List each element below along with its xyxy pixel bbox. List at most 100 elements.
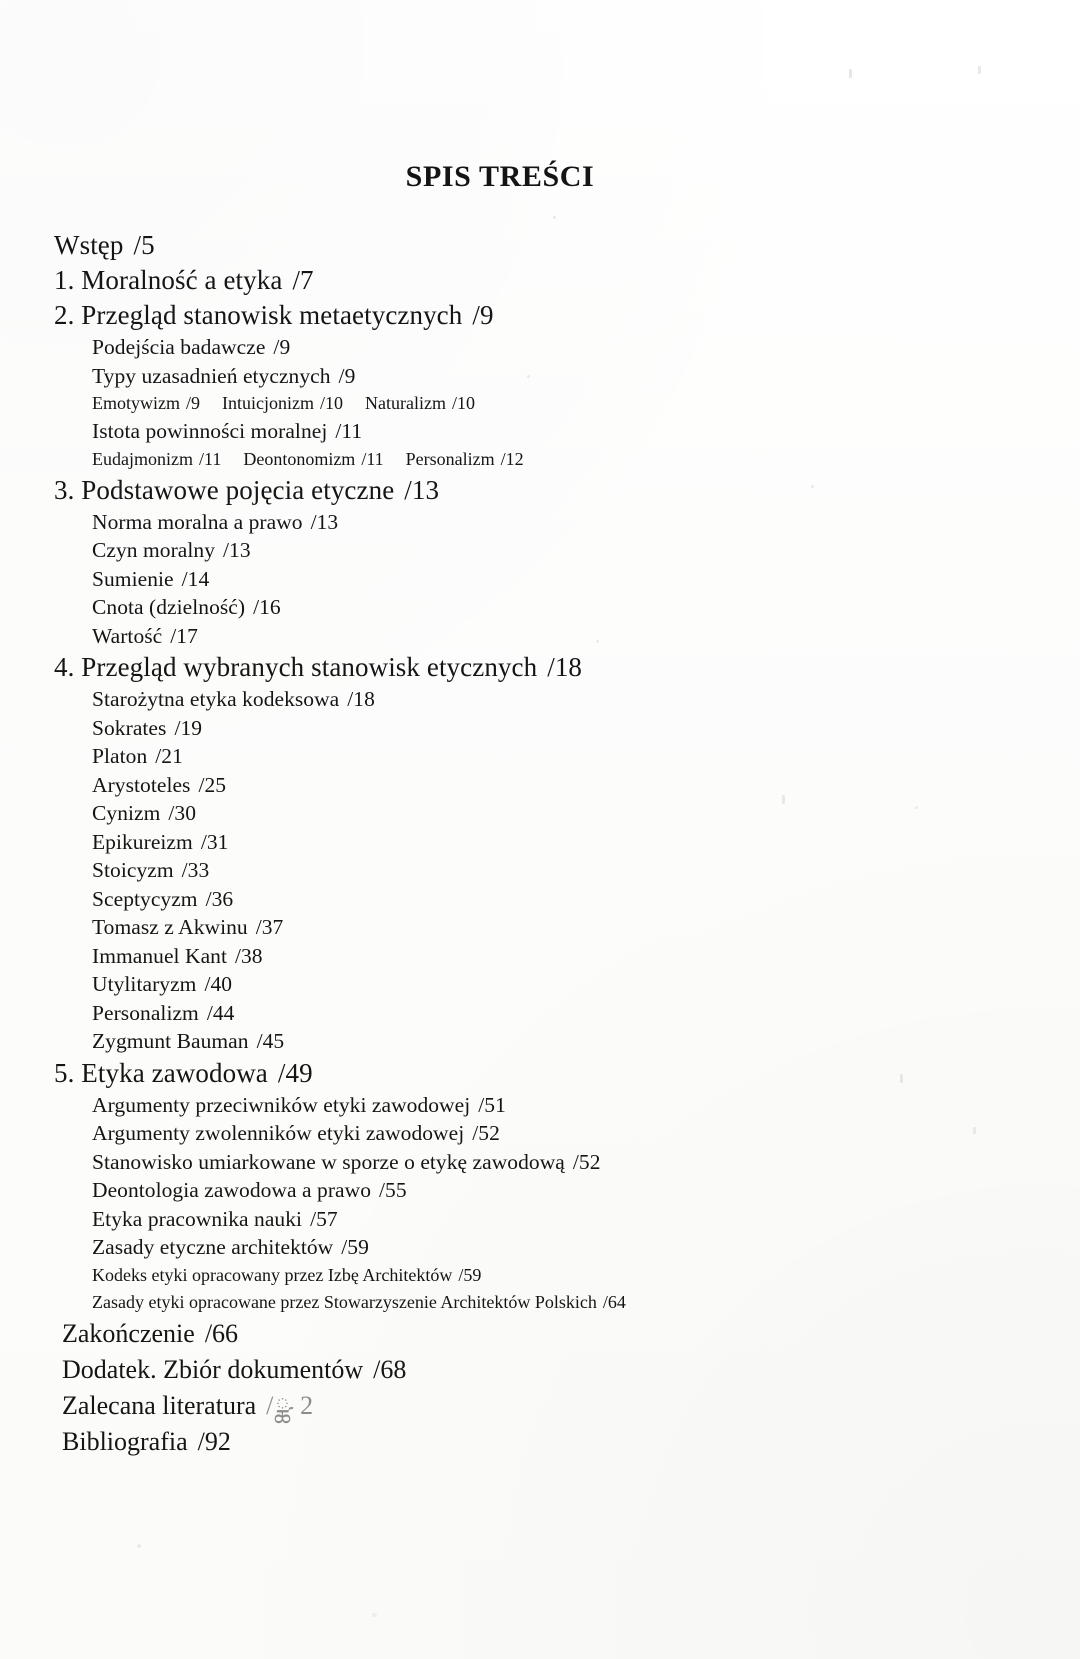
toc-entry-page: /45 [256, 1029, 285, 1053]
toc-entry-page: /33 [181, 858, 210, 882]
toc-entry-page: /25 [198, 772, 227, 797]
toc-entry-label: Platon [92, 744, 148, 768]
toc-entry-label: 1. Moralność a etyka [54, 265, 283, 295]
toc-section-entry[interactable]: Personalizm/44 [92, 999, 1014, 1028]
toc-section-entry[interactable]: Sumienie/14 [92, 565, 1014, 594]
toc-section-entry[interactable]: Podejścia badawcze/9 [92, 333, 1014, 362]
toc-subsection-entry[interactable]: Kodeks etyki opracowany przez Izbę Archi… [92, 1262, 1014, 1289]
toc-section-entry[interactable]: Platon/21 [92, 742, 1014, 771]
toc-entry-page: /19 [174, 715, 203, 740]
toc-entry-label: Zasady etyczne architektów [92, 1235, 334, 1259]
toc-section-entry[interactable]: Sokrates/19 [92, 714, 1014, 743]
toc-chapter-entry[interactable]: 3. Podstawowe pojęcia etyczne/13 [54, 473, 1014, 508]
toc-backmatter-entry[interactable]: Dodatek. Zbiór dokumentów/68 [62, 1352, 1014, 1388]
toc-section-entry[interactable]: Stoicyzm/33 [92, 856, 1014, 885]
toc-entry-label: 5. Etyka zawodowa [54, 1057, 268, 1088]
toc-entry-label: Epikureizm [92, 829, 193, 854]
toc-entry-label: Wartość [92, 623, 163, 648]
toc-entry-page: /11 [361, 448, 384, 469]
toc-section-entry[interactable]: Tomasz z Akwinu/37 [92, 913, 1014, 942]
toc-entry-page: /40 [204, 972, 233, 996]
toc-section-entry[interactable]: Wartość/17 [92, 622, 1014, 651]
toc-entry-label: Cnota (dzielność) [92, 595, 246, 619]
toc-chapter-entry[interactable]: Wstęp/5 [54, 228, 1014, 263]
toc-entry-label: Argumenty przeciwników etyki zawodowej [92, 1092, 471, 1117]
toc-entry-label: Personalizm [405, 448, 495, 469]
toc-section-entry[interactable]: Epikureizm/31 [92, 828, 1014, 857]
toc-entry-page: /52 [472, 1121, 500, 1145]
toc-chapter-entry[interactable]: 4. Przegląd wybranych stanowisk etycznyc… [54, 650, 1014, 685]
toc-section-entry[interactable]: Arystoteles/25 [92, 771, 1014, 800]
toc-entry-label: Arystoteles [92, 772, 191, 797]
toc-entry-page: /13 [310, 509, 339, 534]
toc-entry-page: /13 [223, 538, 251, 562]
toc-chapter-entry[interactable]: 2. Przegląd stanowisk metaetycznych/9 [54, 298, 1014, 333]
toc-entry-page: /7 [292, 265, 314, 295]
toc-entry-label: Cynizm [92, 801, 161, 825]
toc-entry-page: /9 [472, 300, 494, 330]
toc-entry-label: Sokrates [92, 715, 167, 740]
toc-entry-label: Etyka pracownika nauki [92, 1206, 303, 1231]
toc-entry-label: Zasady etyki opracowane przez Stowarzysz… [92, 1291, 597, 1312]
toc-section-entry[interactable]: Argumenty zwolenników etyki zawodowej/52 [92, 1119, 1014, 1148]
toc-entry-label: Tomasz z Akwinu [92, 915, 248, 939]
toc-entry-label: Deontonomizm [243, 448, 356, 469]
toc-entry-page: /10 [451, 393, 475, 413]
toc-entry-page: /64 [602, 1291, 626, 1312]
toc-backmatter-entry[interactable]: Zalecana literatura /ྪ 2 [62, 1388, 1014, 1424]
toc-section-entry[interactable]: Cynizm/30 [92, 799, 1014, 828]
toc-section-entry[interactable]: Sceptycyzm/36 [92, 885, 1014, 914]
toc-entry-page: /30 [168, 801, 197, 825]
toc-section-entry[interactable]: Czyn moralny/13 [92, 536, 1014, 565]
toc-entry-page: /68 [373, 1354, 407, 1384]
toc-section-entry[interactable]: Stanowisko umiarkowane w sporze o etykę … [92, 1148, 1014, 1177]
toc-section-entry[interactable]: Starożytna etyka kodeksowa/18 [92, 685, 1014, 714]
toc-entry-page: /12 [500, 448, 524, 469]
toc-section-entry[interactable]: Norma moralna a prawo/13 [92, 508, 1014, 537]
toc-entry-label: Zakończenie [62, 1318, 195, 1348]
toc-entry-label: Norma moralna a prawo [92, 509, 303, 534]
toc-entry-page: /51 [478, 1092, 506, 1117]
toc-subsection-entry[interactable]: Emotywizm/9 Intuicjonizm/10 Naturalizm/10 [92, 390, 1014, 417]
toc-entry-label: Zygmunt Bauman [92, 1029, 249, 1053]
toc-section-entry[interactable]: Cnota (dzielność) /16 [92, 593, 1014, 622]
toc-section-entry[interactable]: Etyka pracownika nauki/57 [92, 1205, 1014, 1234]
toc-section-entry[interactable]: Deontologia zawodowa a prawo/55 [92, 1176, 1014, 1205]
toc-backmatter-entry[interactable]: Bibliografia/92 [62, 1424, 1014, 1460]
toc-entry-page: /21 [155, 744, 183, 768]
toc-entry-page: /17 [170, 623, 198, 648]
toc-entry-label: Typy uzasadnień etycznych [92, 363, 331, 388]
toc-backmatter-entry[interactable]: Zakończenie/66 [62, 1316, 1014, 1352]
toc-chapter-entry[interactable]: 1. Moralność a etyka/7 [54, 263, 1014, 298]
toc-entry-page: /36 [205, 886, 234, 911]
toc-section-entry[interactable]: Istota powinności moralnej/11 [92, 417, 1014, 446]
toc-entry-page: /11 [198, 448, 222, 469]
toc-entry-label: Dodatek. Zbiór dokumentów [62, 1354, 364, 1384]
page-title: SPIS TREŚCI [405, 160, 595, 193]
toc-entry-page: /55 [379, 1178, 407, 1202]
toc-chapter-entry[interactable]: 5. Etyka zawodowa/49 [54, 1056, 1014, 1091]
toc-subsection-entry[interactable]: Zasady etyki opracowane przez Stowarzysz… [92, 1289, 1014, 1316]
toc-entry-label: Podejścia badawcze [92, 335, 266, 359]
toc-section-entry[interactable]: Utylitaryzm/40 [92, 970, 1014, 999]
toc-entry-page: /59 [341, 1235, 369, 1259]
toc-entry-label: Naturalizm [365, 393, 446, 413]
toc-entry-label: Kodeks etyki opracowany przez Izbę Archi… [92, 1264, 453, 1285]
toc-section-entry[interactable]: Argumenty przeciwników etyki zawodowej/5… [92, 1091, 1014, 1120]
toc-entry-page: /9 [338, 363, 356, 388]
toc-entry-page: /18 [547, 652, 583, 682]
toc-entry-label: Argumenty zwolenników etyki zawodowej [92, 1121, 465, 1145]
toc-entry-label: Starożytna etyka kodeksowa [92, 687, 340, 711]
toc-entry-page: /11 [335, 419, 363, 443]
toc-section-entry[interactable]: Typy uzasadnień etycznych/9 [92, 362, 1014, 391]
toc-entry-label: Stanowisko umiarkowane w sporze o etykę … [92, 1149, 565, 1174]
toc-section-entry[interactable]: Immanuel Kant/38 [92, 942, 1014, 971]
toc-entry-page: /52 [572, 1149, 601, 1174]
toc-entry-label: Personalizm [92, 1000, 199, 1025]
toc-entry-page: /49 [277, 1057, 313, 1088]
toc-entry-label: 2. Przegląd stanowisk metaetycznych [54, 300, 463, 330]
toc-subsection-entry[interactable]: Eudajmonizm/11 Deontonomizm/11 Personalizm… [92, 446, 1014, 473]
toc-entry-label: Stoicyzm [92, 858, 174, 882]
toc-section-entry[interactable]: Zasady etyczne architektów/59 [92, 1233, 1014, 1262]
toc-section-entry[interactable]: Zygmunt Bauman/45 [92, 1027, 1014, 1056]
